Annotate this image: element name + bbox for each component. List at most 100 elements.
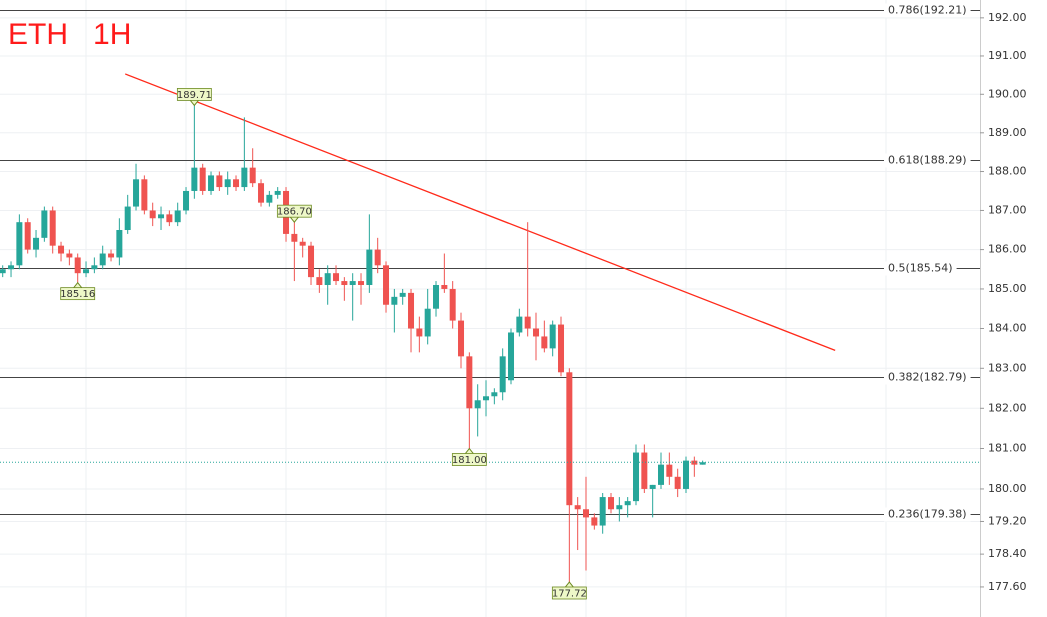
candle-body — [674, 476, 681, 489]
y-tick-label: 189.00 — [988, 126, 1027, 139]
candle-body — [324, 273, 331, 286]
candle-body — [316, 277, 323, 286]
candle-body — [233, 179, 240, 188]
candle-body — [133, 179, 140, 207]
candle-body — [41, 210, 48, 238]
candle-body — [491, 392, 498, 397]
fib-label-bg — [884, 507, 971, 522]
candle-body — [416, 328, 423, 337]
callout-box — [451, 453, 487, 466]
candle-body — [258, 183, 265, 203]
candle-body — [366, 249, 373, 286]
candle-body — [374, 249, 381, 266]
candle-body — [399, 292, 406, 297]
candle-body — [616, 505, 623, 510]
candle-body — [549, 324, 556, 349]
candle-body — [599, 497, 606, 526]
candle-body — [199, 167, 206, 191]
candle-body — [191, 167, 198, 191]
candle-body — [166, 214, 173, 223]
fib-label-bg — [884, 261, 957, 276]
callout-box — [551, 586, 587, 600]
candle-body — [608, 497, 615, 510]
candle-body — [183, 190, 190, 211]
candle-body — [249, 167, 256, 184]
candle-body — [58, 245, 65, 254]
candle-body — [533, 328, 540, 337]
candle-body — [24, 222, 31, 250]
y-tick-label: 180.00 — [988, 482, 1027, 495]
candle-body — [524, 316, 531, 329]
candle-body — [466, 356, 473, 409]
candle-body — [174, 210, 181, 223]
fib-label: 0.382(182.79) — [888, 371, 967, 384]
candle-body — [224, 179, 231, 188]
callout-pointer — [289, 216, 299, 223]
candle-body — [358, 281, 365, 286]
candle-body — [574, 505, 581, 510]
callout-label: 185.16 — [60, 289, 95, 300]
callout-box — [176, 88, 212, 101]
candle-body — [216, 175, 223, 188]
candle-body — [624, 501, 631, 506]
candle-body — [666, 464, 673, 477]
candle-body — [499, 356, 506, 393]
y-tick-label: 186.00 — [988, 243, 1027, 256]
callout-label: 177.72 — [552, 589, 587, 600]
fib-label: 0.786(192.21) — [888, 4, 967, 17]
candle-body — [66, 253, 73, 258]
candle-body — [691, 460, 698, 465]
candle-body — [383, 265, 390, 305]
candle-body — [8, 265, 15, 270]
y-tick-label: 178.40 — [988, 547, 1027, 560]
candle-body — [558, 324, 565, 373]
candle-body — [0, 269, 6, 274]
candle-body — [658, 464, 665, 485]
candle-body — [241, 167, 248, 188]
fib-label-bg — [884, 370, 971, 385]
candle-body — [124, 206, 131, 231]
callout-pointer — [189, 100, 199, 107]
candle-body — [74, 257, 81, 274]
candle-body — [274, 190, 281, 195]
y-tick-label: 179.20 — [988, 514, 1027, 527]
candle-body — [308, 245, 315, 278]
callout-pointer — [464, 447, 474, 454]
candle-body — [291, 233, 298, 242]
candle-body — [683, 460, 690, 489]
candle-body — [91, 265, 98, 270]
callout-pointer — [73, 281, 83, 288]
candle-body — [208, 175, 215, 191]
candle-body — [433, 285, 440, 309]
y-tick-label: 185.00 — [988, 282, 1027, 295]
callout-pointer — [564, 581, 574, 588]
fib-label: 0.618(188.29) — [888, 154, 967, 167]
fib-label: 0.5(185.54) — [888, 262, 953, 275]
fib-label: 0.236(179.38) — [888, 508, 967, 521]
candle-body — [474, 400, 481, 409]
y-tick-label: 192.00 — [988, 11, 1027, 24]
candle-body — [116, 230, 123, 258]
candle-body — [541, 336, 548, 349]
candle-body — [566, 372, 573, 506]
candle-body — [483, 396, 490, 401]
chart-title: ETH 1H — [8, 18, 131, 51]
y-tick-label: 183.00 — [988, 361, 1027, 374]
candle-body — [391, 296, 398, 305]
candle-body — [699, 462, 706, 465]
candle-body — [49, 210, 56, 246]
candle-body — [641, 452, 648, 489]
candle-body — [341, 281, 348, 286]
callout-label: 189.71 — [177, 90, 212, 101]
candle-body — [266, 194, 273, 203]
y-tick-label: 181.00 — [988, 442, 1027, 455]
candle-body — [299, 241, 306, 246]
y-tick-label: 182.00 — [988, 401, 1027, 414]
candle-body — [458, 320, 465, 357]
candle-body — [508, 332, 515, 381]
y-tick-label: 184.00 — [988, 322, 1027, 335]
candle-body — [424, 308, 431, 337]
candle-body — [141, 179, 148, 211]
